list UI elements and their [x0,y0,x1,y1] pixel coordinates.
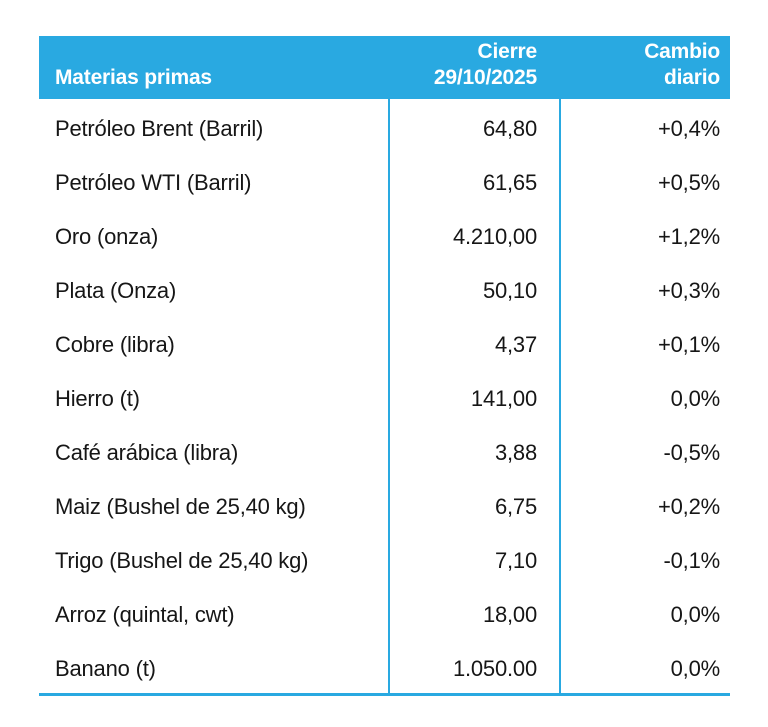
table-row: Maiz (Bushel de 25,40 kg) 6,75 +0,2% [39,477,730,531]
close-value: 64,80 [388,99,559,153]
change-value: +0,5% [559,153,730,207]
commodities-table: Materias primas Cierre 29/10/2025 Cambio… [39,36,730,696]
table-row: Banano (t) 1.050.00 0,0% [39,639,730,693]
table-row: Plata (Onza) 50,10 +0,3% [39,261,730,315]
commodity-name: Banano (t) [55,656,156,681]
close-value: 61,65 [388,153,559,207]
change-value: 0,0% [559,585,730,639]
commodity-name: Maiz (Bushel de 25,40 kg) [55,494,306,519]
change-value: +0,2% [559,477,730,531]
commodity-name: Arroz (quintal, cwt) [55,602,235,627]
close-value: 3,88 [388,423,559,477]
table-row: Oro (onza) 4.210,00 +1,2% [39,207,730,261]
change-value: +0,4% [559,99,730,153]
change-value: 0,0% [559,639,730,693]
header-materias-primas: Materias primas [55,66,212,89]
commodity-name: Oro (onza) [55,224,159,249]
commodity-name: Plata (Onza) [55,278,177,303]
table-row: Petróleo Brent (Barril) 64,80 +0,4% [39,99,730,153]
close-value: 7,10 [388,531,559,585]
commodity-name: Trigo (Bushel de 25,40 kg) [55,548,309,573]
close-value: 4.210,00 [388,207,559,261]
close-value: 4,37 [388,315,559,369]
commodity-name: Petróleo Brent (Barril) [55,116,264,141]
commodity-name: Café arábica (libra) [55,440,239,465]
table-row: Arroz (quintal, cwt) 18,00 0,0% [39,585,730,639]
close-value: 50,10 [388,261,559,315]
header-cierre-line1: Cierre [477,40,537,63]
header-cambio-diario: Cambio diario [559,36,730,99]
header-cierre: Cierre 29/10/2025 [388,36,559,99]
close-value: 141,00 [388,369,559,423]
header-cambio-line1: Cambio [644,40,720,63]
change-value: -0,5% [559,423,730,477]
change-value: 0,0% [559,369,730,423]
commodity-name: Cobre (libra) [55,332,175,357]
change-value: +0,1% [559,315,730,369]
table-row: Hierro (t) 141,00 0,0% [39,369,730,423]
change-value: -0,1% [559,531,730,585]
change-value: +0,3% [559,261,730,315]
header-cambio-line2: diario [664,66,720,89]
close-value: 18,00 [388,585,559,639]
commodity-name: Petróleo WTI (Barril) [55,170,252,195]
table-body: Petróleo Brent (Barril) 64,80 +0,4% Petr… [39,99,730,696]
header-cierre-line2: 29/10/2025 [433,66,537,89]
commodity-name: Hierro (t) [55,386,140,411]
close-value: 6,75 [388,477,559,531]
table-row: Café arábica (libra) 3,88 -0,5% [39,423,730,477]
table-header: Materias primas Cierre 29/10/2025 Cambio… [39,36,730,99]
change-value: +1,2% [559,207,730,261]
table-row: Petróleo WTI (Barril) 61,65 +0,5% [39,153,730,207]
close-value: 1.050.00 [388,639,559,693]
table-row: Cobre (libra) 4,37 +0,1% [39,315,730,369]
table-row: Trigo (Bushel de 25,40 kg) 7,10 -0,1% [39,531,730,585]
